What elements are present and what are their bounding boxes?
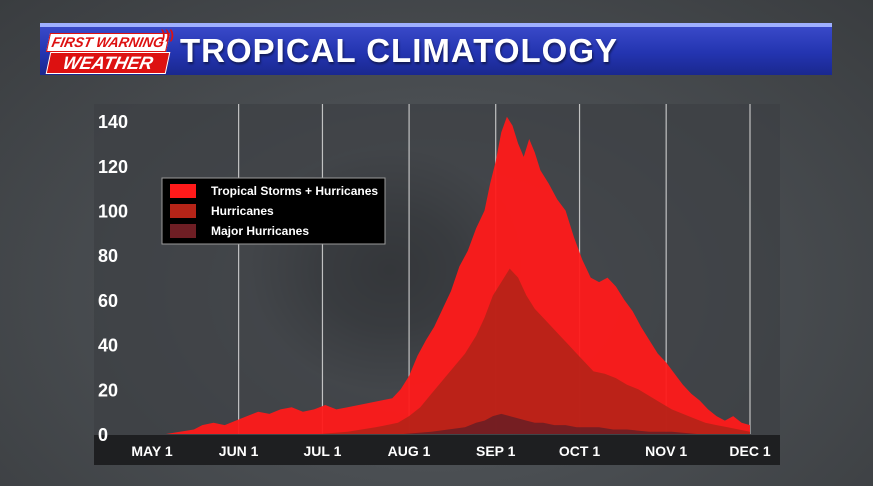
- x-tick-label: DEC 1: [729, 443, 770, 459]
- area-series: [165, 116, 751, 434]
- x-tick-labels: MAY 1 JUN 1 JUL 1 AUG 1 SEP 1 OCT 1 NOV 1 DEC 1: [131, 443, 770, 459]
- x-tick-label: JUN 1: [219, 443, 259, 459]
- x-tick-label: SEP 1: [476, 443, 516, 459]
- y-tick-label: 40: [98, 336, 118, 356]
- broadcast-signal-icon: ))): [161, 27, 174, 42]
- tropical-activity-chart: 0 20 40 60 80 100 120 140 MAY 1 JUN 1 JUL 1 AUG 1 S…: [94, 104, 780, 465]
- logo-line1: FIRST WARNING: [45, 33, 171, 52]
- legend-label: Hurricanes: [211, 204, 274, 218]
- logo-line2: WEATHER: [45, 52, 171, 74]
- y-tick-label: 140: [98, 112, 128, 132]
- x-tick-label: MAY 1: [131, 443, 172, 459]
- x-tick-label: AUG 1: [388, 443, 431, 459]
- area-major-hurricanes: [403, 413, 697, 434]
- x-axis-bar: [94, 435, 780, 465]
- first-warning-weather-logo: FIRST WARNING WEATHER ))): [45, 27, 206, 74]
- legend-label: Tropical Storms + Hurricanes: [211, 184, 378, 198]
- y-tick-label: 80: [98, 246, 118, 266]
- legend-box: [161, 177, 386, 245]
- y-tick-label: 60: [98, 291, 118, 311]
- x-tick-label: NOV 1: [645, 443, 687, 459]
- legend: Tropical Storms + Hurricanes Hurricanes Ma…: [161, 177, 386, 245]
- y-tick-label: 0: [98, 425, 108, 445]
- legend-swatch: [170, 184, 196, 198]
- y-tick-label: 20: [98, 380, 118, 400]
- y-tick-label: 120: [98, 157, 128, 177]
- x-tick-label: OCT 1: [559, 443, 600, 459]
- x-tick-label: JUL 1: [304, 443, 342, 459]
- area-tropical-storms-hurricanes: [165, 116, 751, 434]
- y-tick-labels: 0 20 40 60 80 100 120 140: [98, 112, 128, 445]
- area-hurricanes: [319, 268, 750, 434]
- y-tick-label: 100: [98, 202, 128, 222]
- legend-swatch: [170, 224, 196, 238]
- legend-swatch: [170, 204, 196, 218]
- legend-label: Major Hurricanes: [211, 224, 309, 238]
- page-title: TROPICAL CLIMATOLOGY: [180, 32, 618, 69]
- title-banner: FIRST WARNING WEATHER ))) TROPICAL CLIMA…: [40, 23, 832, 75]
